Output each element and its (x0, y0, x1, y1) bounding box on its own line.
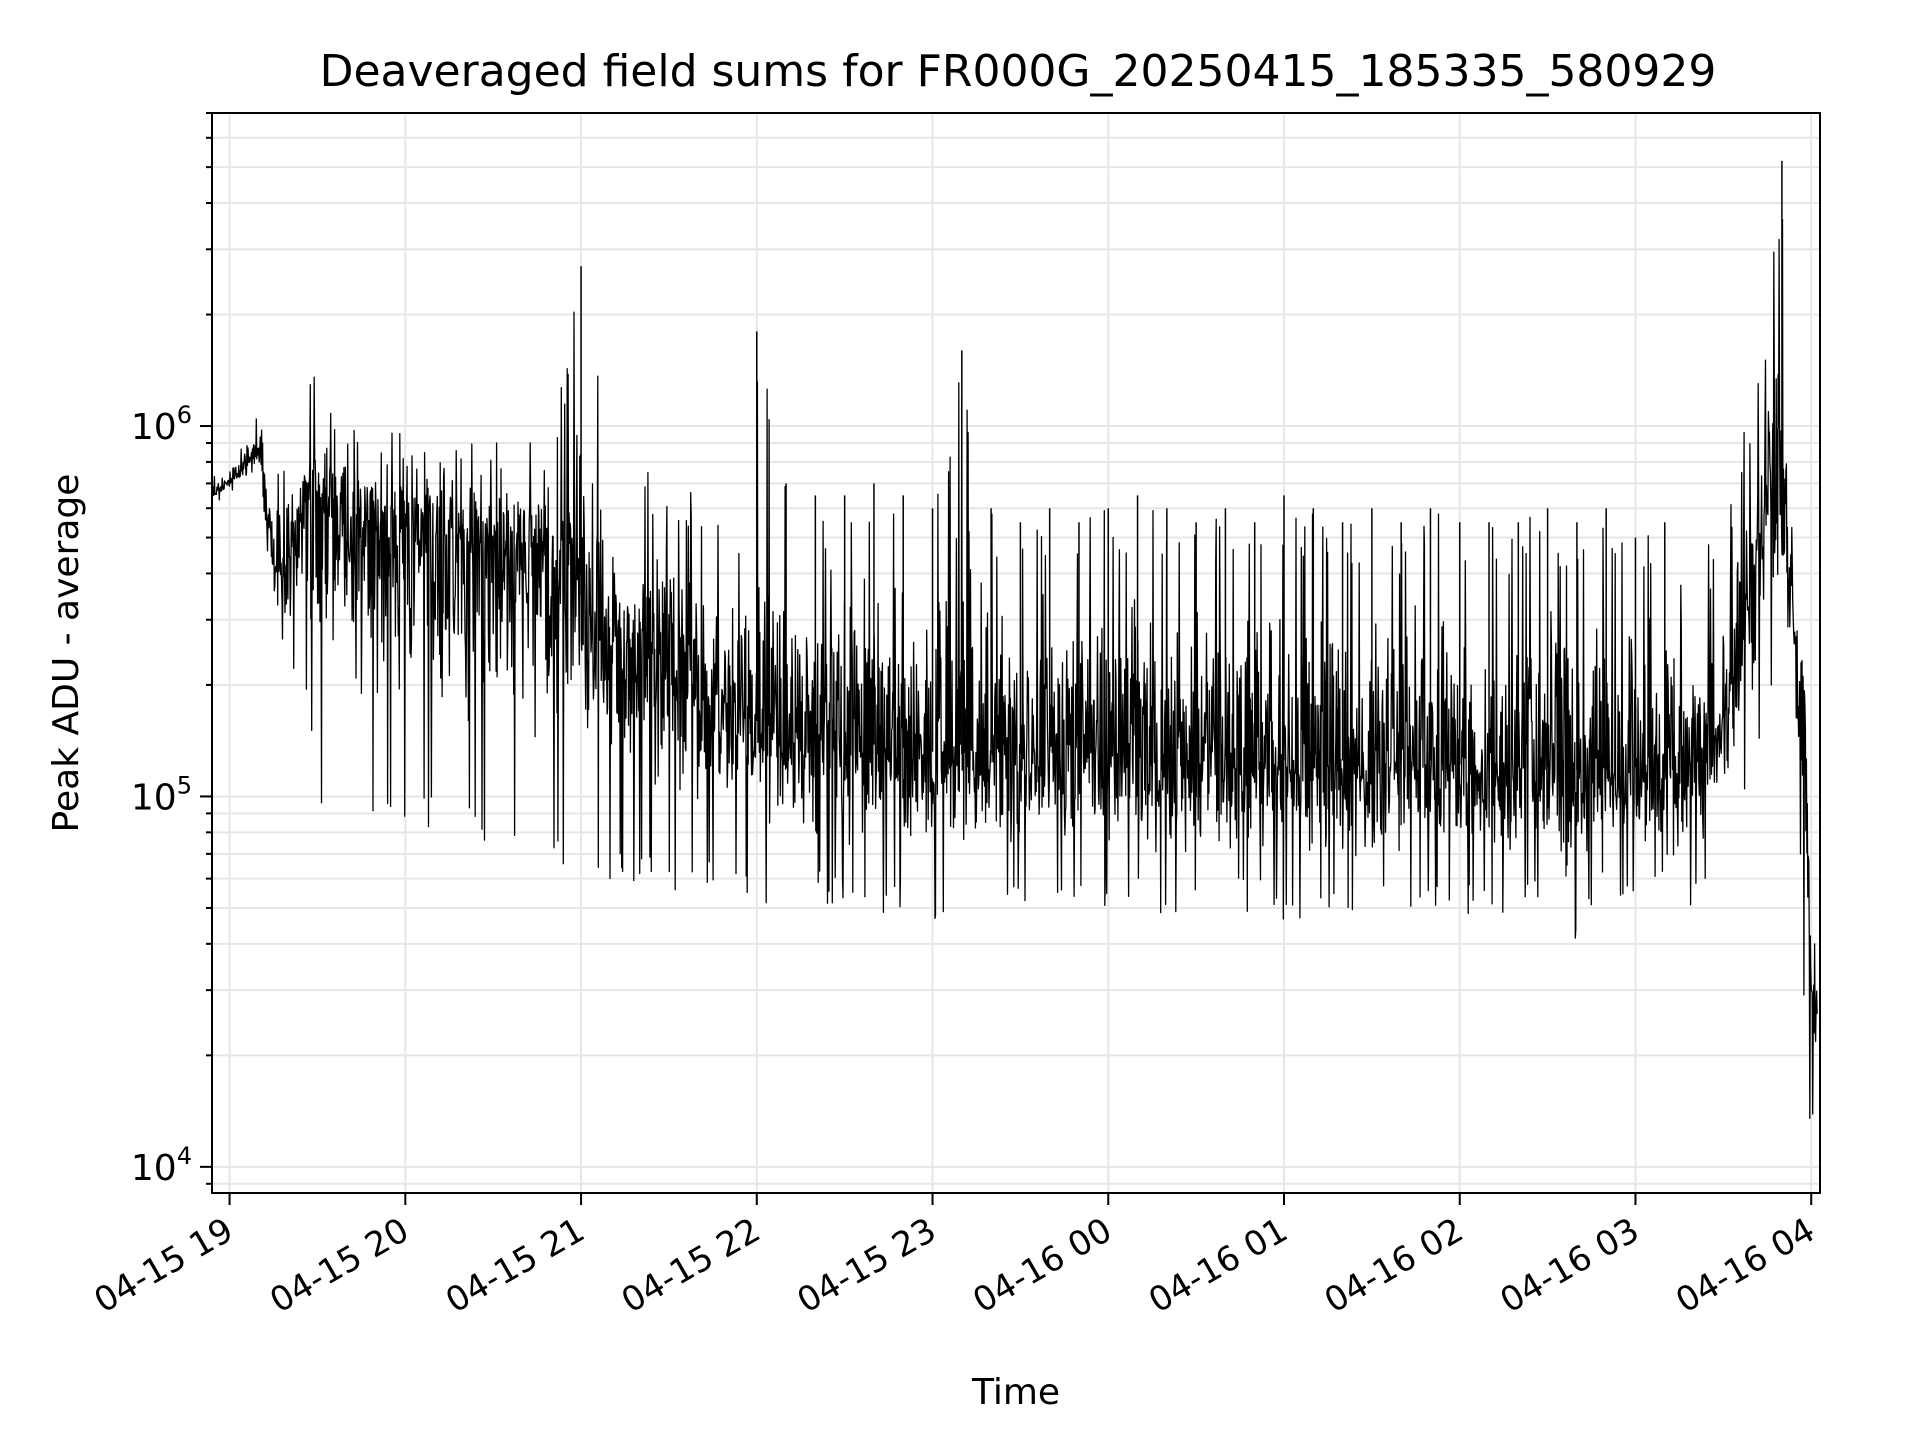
series-line (211, 218, 1818, 1119)
y-tick-label-0: 104 (131, 1142, 192, 1189)
y-axis-label: Peak ADU - average (46, 474, 87, 833)
plot-frame (211, 112, 1821, 1194)
series-area (211, 160, 1818, 1119)
chart-title: Deaveraged field sums for FR000G_2025041… (320, 46, 1717, 97)
y-tick-label-1: 105 (131, 771, 192, 818)
y-tick-label-2: 106 (131, 401, 192, 448)
y-axis: 104 105 106 (131, 112, 212, 1189)
x-axis-label: Time (971, 1372, 1060, 1413)
